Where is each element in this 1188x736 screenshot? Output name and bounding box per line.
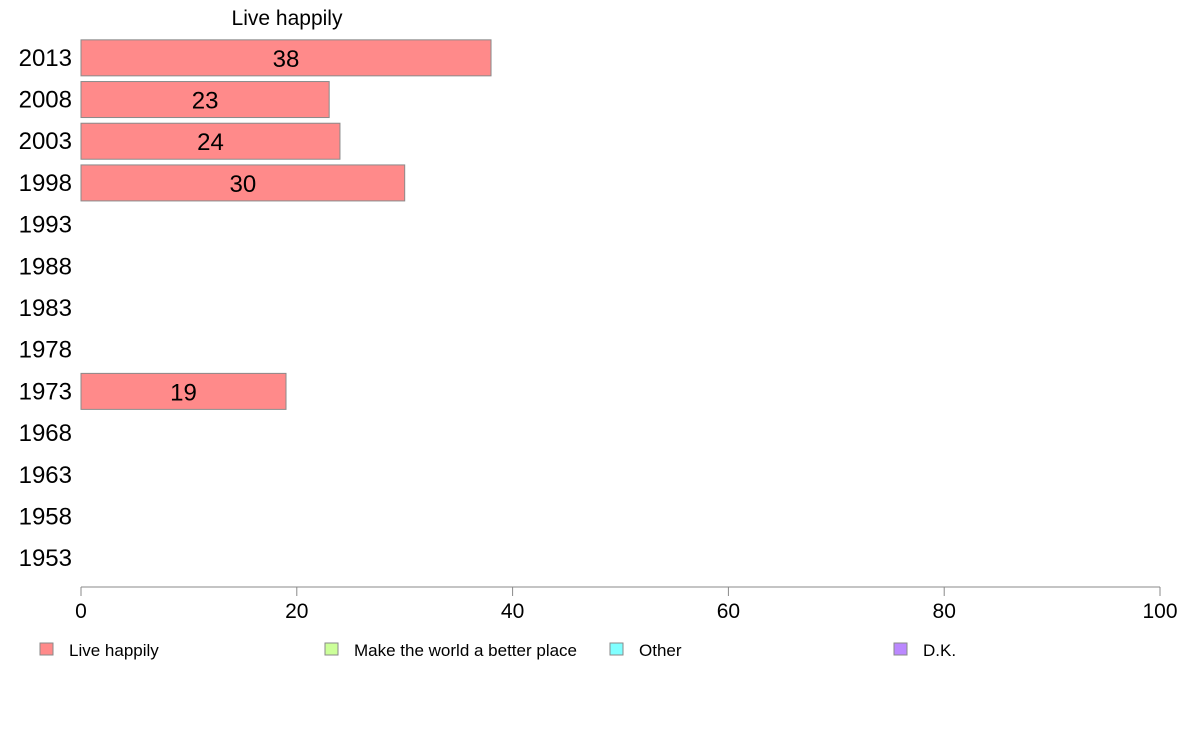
category-label: 1993 — [19, 212, 72, 239]
category-label: 2003 — [19, 128, 72, 155]
legend-label: Live happily — [69, 641, 159, 660]
category-label: 2013 — [19, 45, 72, 72]
bar-value-label: 23 — [192, 88, 219, 115]
bar-value-label: 30 — [229, 171, 256, 198]
legend-swatch — [893, 642, 908, 656]
legend-swatch — [39, 642, 54, 656]
category-label: 1963 — [19, 462, 72, 489]
category-label: 2008 — [19, 87, 72, 114]
category-label: 1973 — [19, 378, 72, 405]
bars — [80, 39, 492, 410]
legend-label: D.K. — [923, 641, 956, 660]
x-tick-label: 20 — [285, 600, 308, 623]
bar-value-label: 24 — [197, 129, 224, 156]
x-tick-label: 60 — [717, 600, 740, 623]
x-tick-label: 40 — [501, 600, 524, 623]
chart-title: Live happily — [232, 7, 343, 30]
bar — [80, 81, 330, 119]
legend: Live happily Make the world a better plac… — [39, 641, 956, 660]
category-label: 1983 — [19, 295, 72, 322]
legend-swatch — [609, 642, 624, 656]
legend-label: Make the world a better place — [354, 641, 577, 660]
category-label: 1958 — [19, 503, 72, 530]
category-label: 1988 — [19, 253, 72, 280]
category-label: 1968 — [19, 420, 72, 447]
x-tick-label: 0 — [75, 600, 87, 623]
bar — [80, 164, 406, 202]
bar-value-label: 38 — [273, 46, 300, 73]
bar — [80, 372, 287, 410]
bar — [80, 39, 492, 77]
category-label: 1998 — [19, 170, 72, 197]
x-tick-label: 100 — [1142, 600, 1177, 623]
x-tick-label: 80 — [933, 600, 956, 623]
category-labels: 2013 2008 2003 1998 1993 1988 1983 1978 1973 1968… — [19, 45, 72, 572]
x-axis: 0 20 40 60 80 100 — [75, 586, 1178, 623]
bar-value-label: 19 — [170, 379, 197, 406]
category-label: 1953 — [19, 545, 72, 572]
category-label: 1978 — [19, 337, 72, 364]
legend-swatch — [324, 642, 339, 656]
bar — [80, 122, 341, 160]
legend-label: Other — [639, 641, 682, 660]
